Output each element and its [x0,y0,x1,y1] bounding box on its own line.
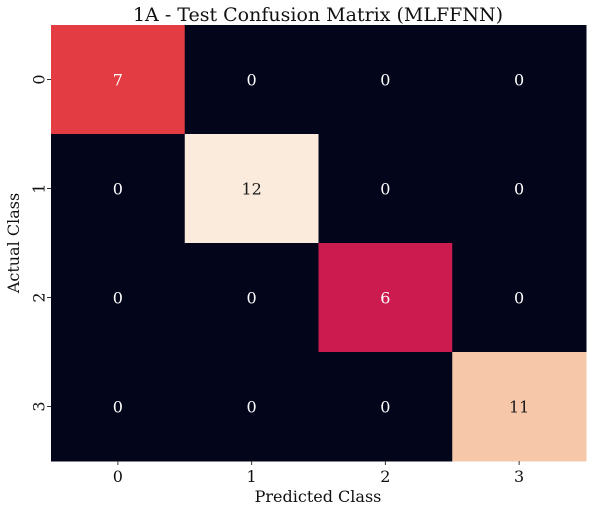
cell-value-r1-c1: 12 [241,180,261,199]
y-axis-label: Actual Class [4,193,23,294]
heatmap-cell-r0-c3 [452,25,587,135]
x-tick-label: 3 [514,467,524,486]
heatmap-cell-r3-c0 [51,352,186,462]
y-tick-label: 3 [30,401,49,411]
cell-value-r2-c1: 0 [247,289,257,308]
heatmap-cell-r3-c3 [452,352,587,462]
heatmap-cell-r3-c2 [318,352,453,462]
x-axis-ticks: 0 1 2 3 [113,461,524,486]
y-axis-ticks: 0 1 2 3 [30,74,51,412]
cell-value-r2-c0: 0 [113,289,123,308]
heatmap-cell-r1-c2 [318,134,453,244]
cell-value-r1-c2: 0 [380,180,390,199]
heatmap-cell-r0-c2 [318,25,453,135]
heatmap-cell-r2-c2 [318,243,453,353]
cell-value-r2-c3: 0 [514,289,524,308]
heatmap-cell-r1-c1 [184,134,319,244]
y-tick-label: 2 [30,292,49,302]
cell-value-r3-c3: 11 [509,398,529,417]
x-tick-label: 2 [380,467,390,486]
cell-value-r0-c1: 0 [247,71,257,90]
cell-value-r0-c3: 0 [514,71,524,90]
chart-title: 1A - Test Confusion Matrix (MLFFNN) [133,4,503,26]
x-tick-label: 0 [113,467,123,486]
cell-value-r3-c1: 0 [247,398,257,417]
y-tick-label: 1 [30,183,49,193]
cell-value-r0-c2: 0 [380,71,390,90]
cell-value-r1-c3: 0 [514,180,524,199]
heatmap-cell-r1-c3 [452,134,587,244]
y-tick-label: 0 [30,74,49,84]
x-tick-label: 1 [247,467,257,486]
heatmap-cells: 7 0 0 0 0 12 0 0 0 0 6 0 0 0 0 11 [51,25,587,462]
heatmap-cell-r0-c0 [51,25,186,135]
heatmap-cell-r2-c3 [452,243,587,353]
heatmap-cell-r2-c0 [51,243,186,353]
x-axis-label: Predicted Class [255,487,382,506]
heatmap-cell-r3-c1 [184,352,319,462]
cell-value-r1-c0: 0 [113,180,123,199]
heatmap-cell-r0-c1 [184,25,319,135]
heatmap-cell-r1-c0 [51,134,186,244]
heatmap-cell-r2-c1 [184,243,319,353]
cell-value-r0-c0: 7 [113,71,123,90]
cell-value-r3-c0: 0 [113,398,123,417]
cell-value-r3-c2: 0 [380,398,390,417]
cell-value-r2-c2: 6 [380,289,390,308]
